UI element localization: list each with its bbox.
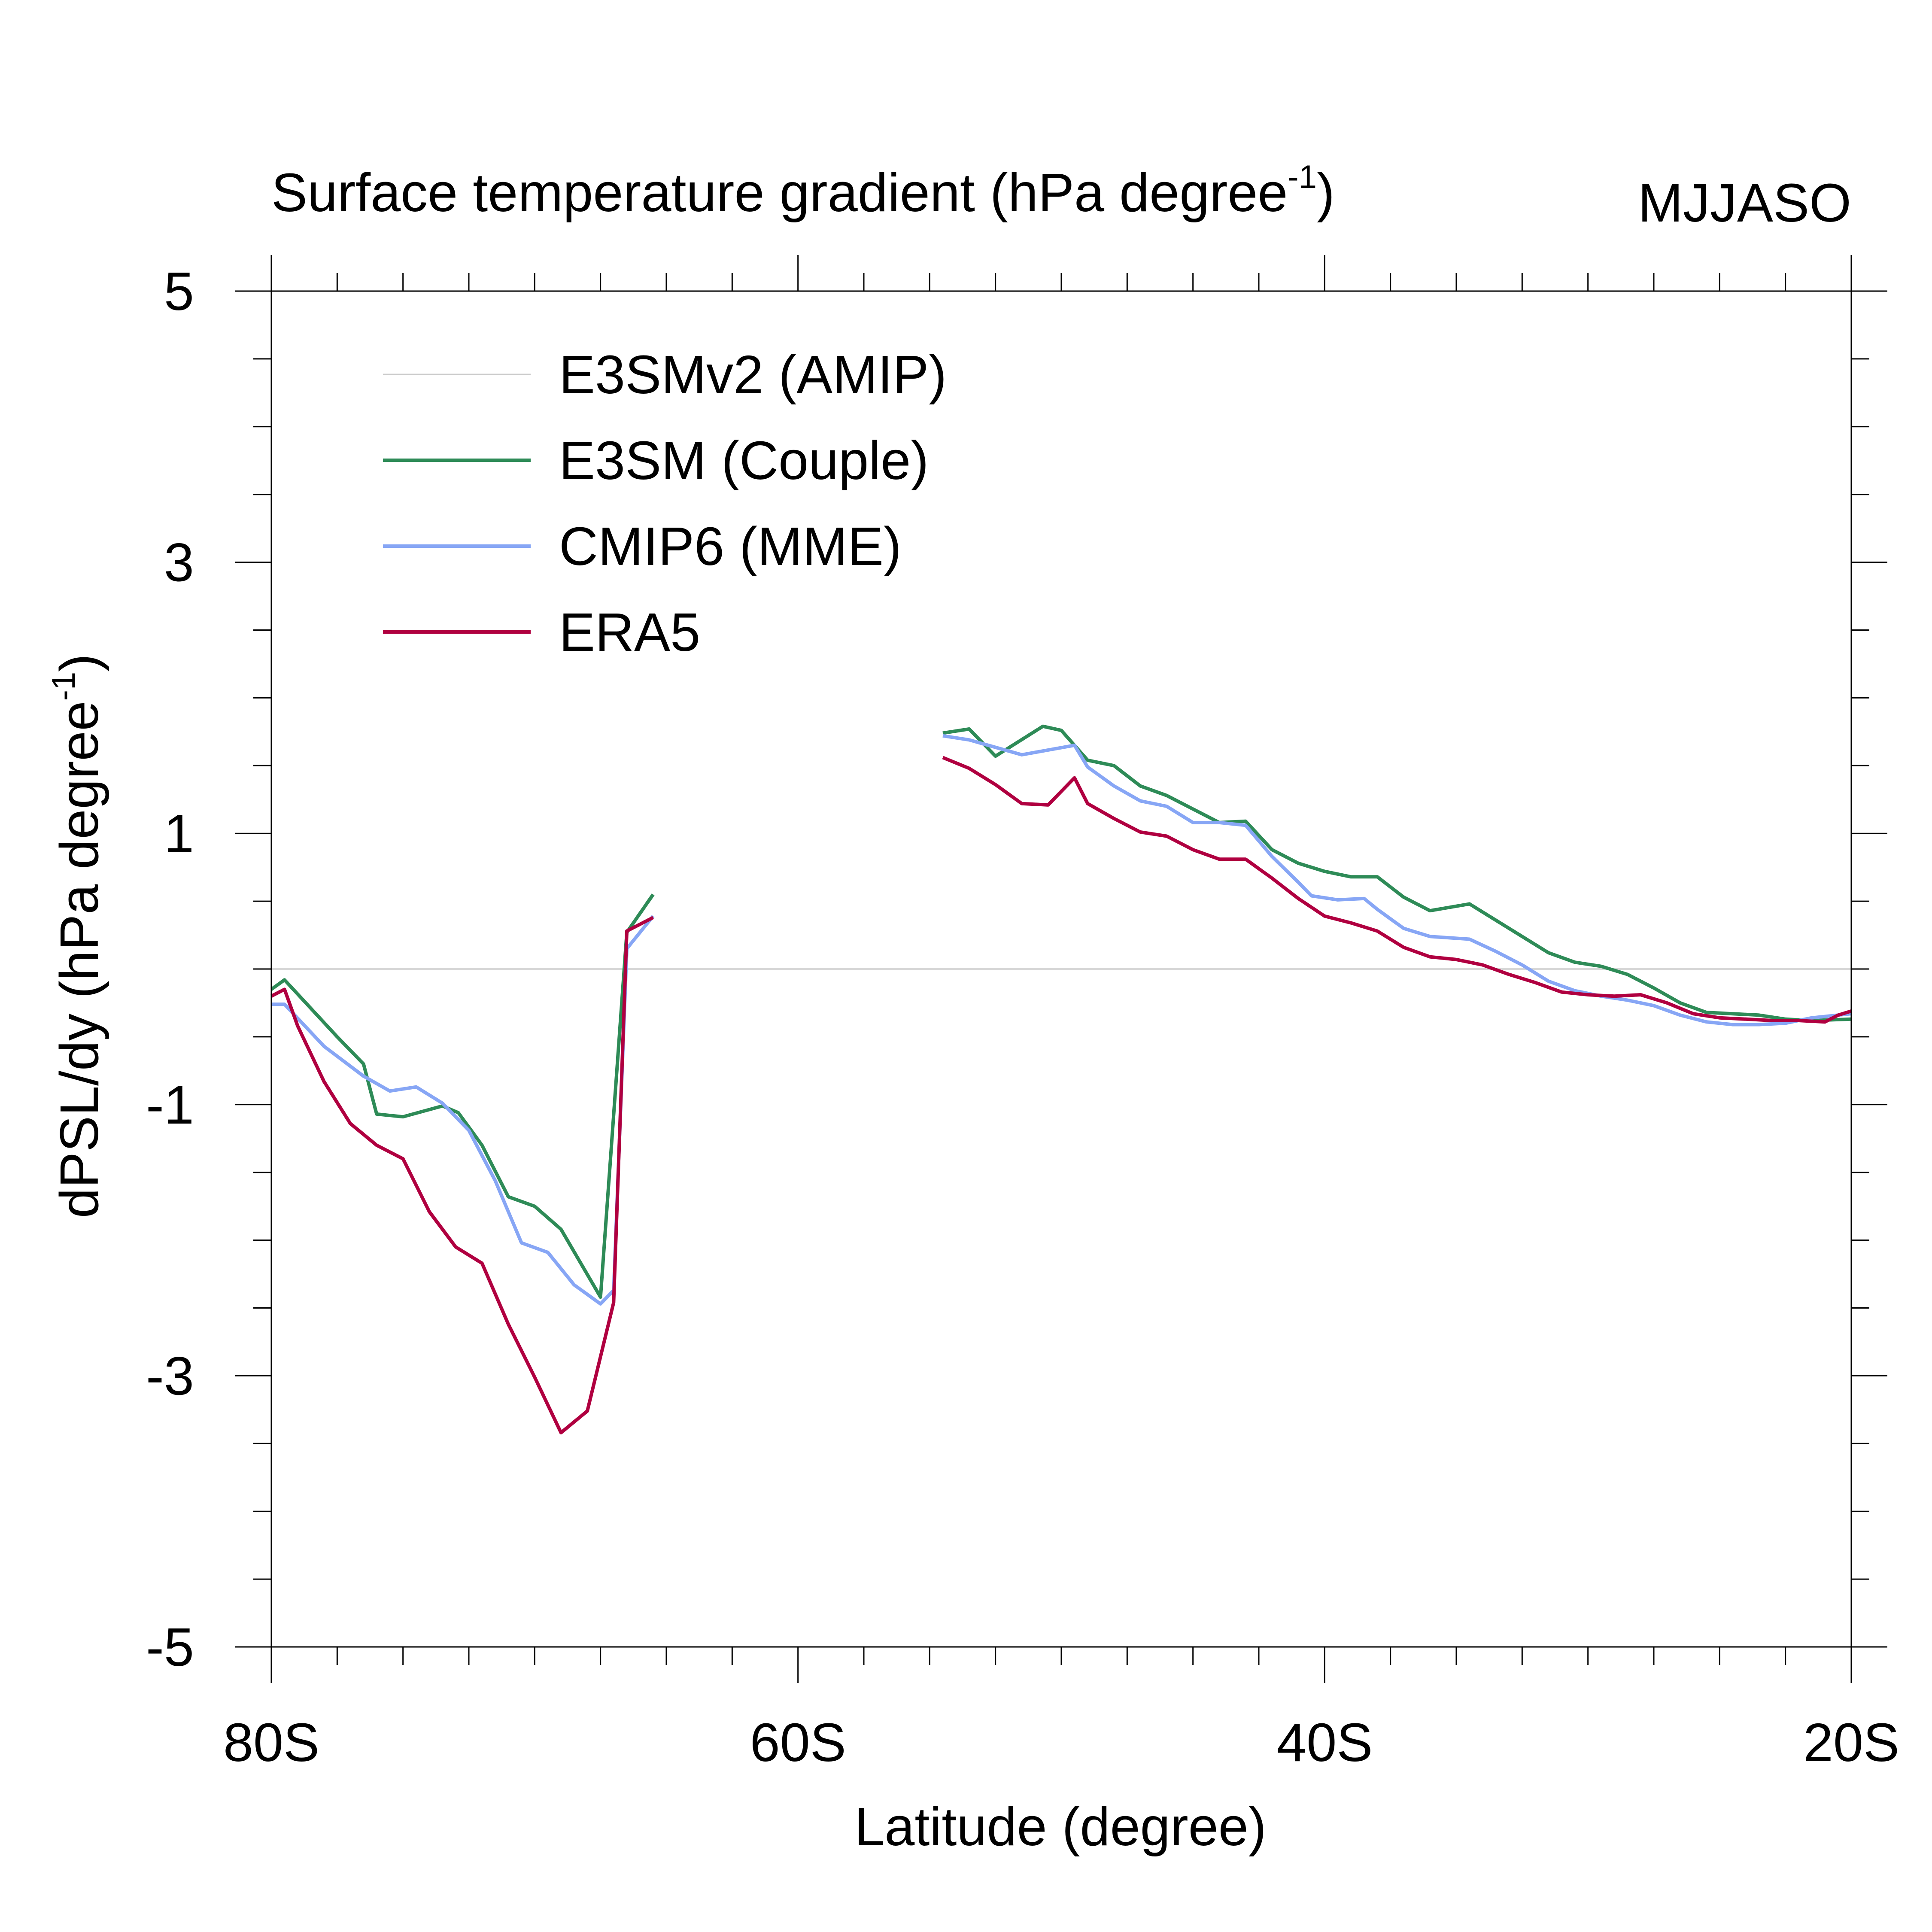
x-tick-label: 80S — [223, 1712, 319, 1773]
series-group — [270, 724, 1852, 1434]
series-line — [942, 756, 1852, 1024]
y-tick-label: -3 — [146, 1346, 194, 1406]
series-line — [942, 724, 1852, 1022]
x-tick-label: 20S — [1803, 1712, 1899, 1773]
series-line — [271, 915, 655, 1306]
season-label: MJJASO — [1638, 173, 1851, 233]
series-cmip6-mme — [271, 734, 1852, 1306]
legend-label: E3SM (Couple) — [559, 430, 929, 491]
legend-label: ERA5 — [559, 602, 700, 662]
series-line — [270, 893, 655, 1299]
x-tick-label: 40S — [1276, 1712, 1373, 1773]
x-axis-label: Latitude (degree) — [854, 1796, 1267, 1857]
series-e3sm-couple — [270, 724, 1852, 1299]
legend-label: CMIP6 (MME) — [559, 516, 902, 577]
chart-title: Surface temperature gradient (hPa degree… — [271, 159, 1335, 223]
y-tick-label: 3 — [164, 532, 194, 593]
series-era5 — [270, 756, 1852, 1434]
y-tick-label: -1 — [146, 1075, 194, 1135]
x-tick-labels: 80S 60S 40S 20S — [223, 1712, 1899, 1773]
y-tick-label: 5 — [164, 261, 194, 322]
y-axis-label: dPSL/dy (hPa degree-1) — [46, 654, 109, 1218]
x-tick-label: 60S — [750, 1712, 846, 1773]
y-tick-label: -5 — [146, 1617, 194, 1677]
legend-label: E3SMv2 (AMIP) — [559, 344, 947, 405]
series-line — [942, 734, 1852, 1027]
axis-ticks — [235, 255, 1887, 1683]
y-tick-label: 1 — [164, 803, 194, 864]
legend: E3SMv2 (AMIP) E3SM (Couple) CMIP6 (MME) ERA… — [383, 344, 947, 662]
plot-area: 80S 60S 40S 20S 5 3 1 -1 -3 -5 — [146, 255, 1899, 1773]
y-tick-labels: 5 3 1 -1 -3 -5 — [146, 261, 194, 1677]
series-line — [270, 916, 654, 1434]
